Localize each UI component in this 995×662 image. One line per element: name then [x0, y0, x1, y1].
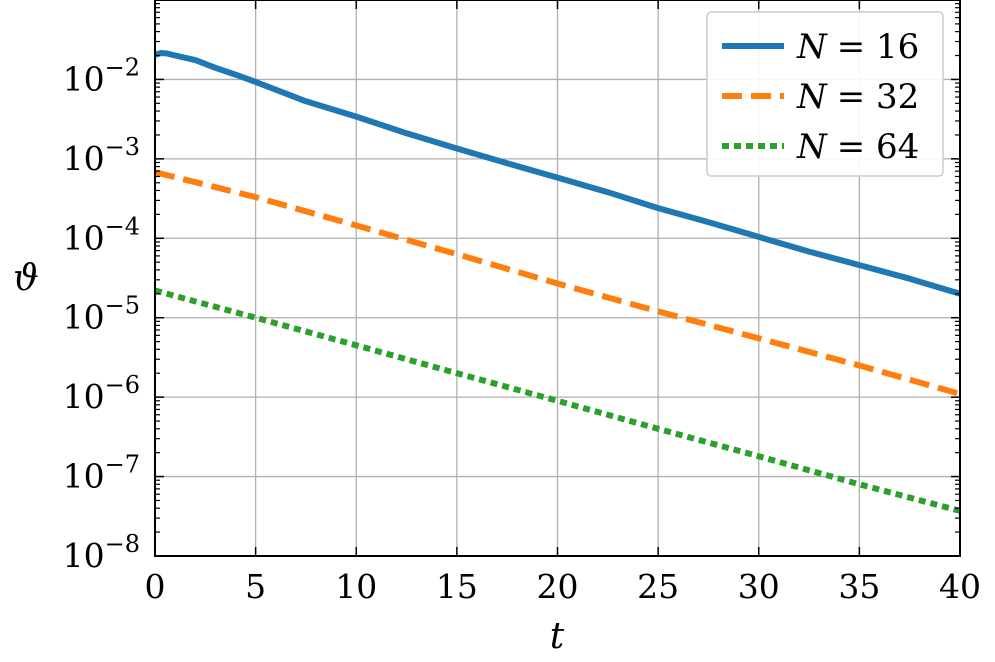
y-axis-label: ϑ [13, 258, 39, 299]
legend-value: = 16 [837, 27, 920, 67]
y-tick-exponent: −8 [105, 530, 140, 558]
y-tick-label: 10−7 [63, 451, 140, 496]
y-tick-base: 10 [63, 377, 105, 416]
x-tick-label: 15 [436, 567, 478, 606]
x-axis-label: t [550, 616, 565, 657]
y-tick-label: 10−4 [63, 212, 140, 257]
legend-variable: N [796, 77, 828, 117]
y-tick-exponent: −6 [105, 371, 140, 399]
y-tick-base: 10 [63, 139, 105, 178]
legend: N = 16N = 32N = 64 [706, 11, 944, 177]
series-lines [154, 50, 961, 514]
y-tick-exponent: −4 [105, 212, 140, 240]
legend-label: N = 64 [796, 127, 919, 167]
legend-variable: N [796, 27, 828, 67]
legend-label: N = 32 [796, 77, 919, 117]
x-tick-label: 35 [838, 567, 880, 606]
y-tick-label: 10−2 [63, 53, 140, 98]
y-tick-exponent: −2 [105, 53, 140, 81]
series-line-2 [154, 169, 961, 397]
y-tick-base: 10 [63, 218, 105, 257]
x-tick-label: 25 [637, 567, 679, 606]
legend-variable: N [796, 127, 828, 167]
y-tick-label: 10−5 [63, 292, 140, 337]
y-tick-label: 10−8 [63, 530, 140, 575]
y-tick-base: 10 [63, 298, 105, 337]
axis-ticks [154, 0, 961, 557]
x-tick-labels: 0 5 10 15 20 25 30 35 40 [145, 567, 982, 606]
y-tick-exponent: −3 [105, 133, 140, 161]
x-tick-label: 30 [738, 567, 780, 606]
y-tick-exponent: −7 [105, 451, 140, 479]
legend-box [706, 11, 944, 177]
y-tick-exponent: −5 [105, 292, 140, 320]
y-tick-base: 10 [63, 536, 105, 575]
x-tick-label: 0 [145, 567, 166, 606]
x-tick-label: 5 [245, 567, 266, 606]
y-tick-base: 10 [63, 59, 105, 98]
grid-lines [154, 0, 961, 556]
y-tick-label: 10−6 [63, 371, 140, 416]
y-tick-labels: 10−210−310−410−510−610−710−8 [63, 53, 140, 575]
series-line-1 [154, 50, 961, 297]
legend-value: = 32 [837, 77, 920, 117]
x-tick-label: 10 [335, 567, 377, 606]
x-tick-label: 20 [537, 567, 579, 606]
legend-value: = 64 [837, 127, 920, 167]
y-tick-label: 10−3 [63, 133, 140, 178]
y-tick-base: 10 [63, 457, 105, 496]
legend-label: N = 16 [796, 27, 919, 67]
x-tick-label: 40 [939, 567, 981, 606]
